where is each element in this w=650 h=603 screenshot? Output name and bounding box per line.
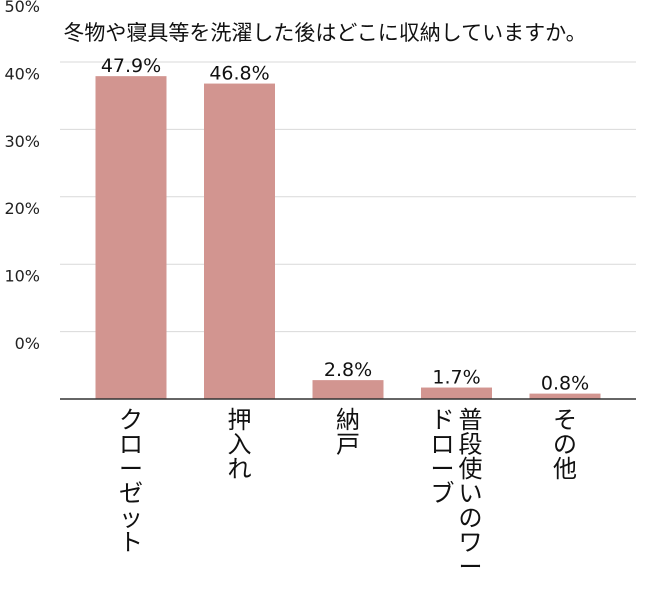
x-category-label: 納戸	[336, 406, 360, 459]
bar	[95, 76, 167, 400]
x-category-label: その他	[553, 406, 577, 483]
bars	[95, 76, 601, 400]
bar	[204, 83, 275, 400]
x-category-label: 普段使いのワードローブ	[431, 406, 483, 581]
x-category-label: クローゼット	[119, 406, 143, 557]
chart-title: 冬物や寝具等を洗濯した後はどこに収納していますか。	[63, 21, 586, 45]
y-tick-label: 30%	[4, 132, 40, 151]
data-label: 0.8%	[541, 373, 589, 395]
y-tick-label: 50%	[4, 0, 40, 16]
bar	[529, 393, 601, 399]
x-category-label: 押入れ	[228, 406, 252, 483]
data-label: 2.8%	[324, 359, 372, 381]
y-axis-ticks: 0% 10% 20% 30% 40% 50%	[4, 0, 40, 353]
bar	[312, 380, 384, 399]
y-tick-label: 20%	[4, 199, 40, 218]
y-tick-label: 10%	[4, 267, 40, 286]
bar	[421, 387, 492, 399]
y-tick-label: 40%	[4, 64, 40, 83]
x-axis-categories: クローゼット 押入れ 納戸 普段使いのワードローブ その他	[119, 406, 577, 581]
data-labels: 47.9% 46.8% 2.8% 1.7% 0.8%	[101, 55, 589, 394]
data-label: 47.9%	[101, 55, 161, 77]
data-label: 1.7%	[432, 367, 480, 389]
data-label: 46.8%	[209, 63, 269, 85]
y-tick-label: 0%	[15, 334, 40, 353]
